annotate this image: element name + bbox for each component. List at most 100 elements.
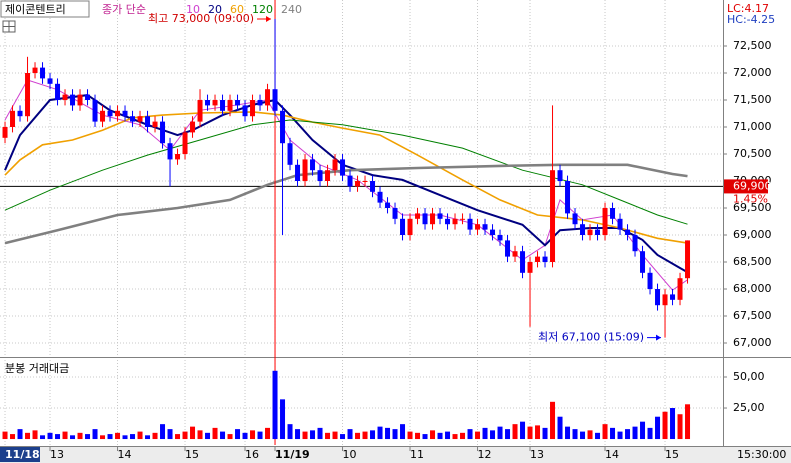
candle-body [100, 110, 106, 122]
candle-body [265, 89, 271, 106]
candle-body [250, 100, 256, 117]
candle-body [287, 143, 293, 165]
volume-bar [92, 429, 98, 440]
volume-bar [385, 427, 391, 440]
current-price-label: 69,900 [733, 179, 772, 192]
candle-body [407, 218, 413, 236]
moving-average-line [4, 119, 688, 225]
volume-bar [175, 434, 181, 440]
candle-body [212, 100, 218, 106]
volume-bar [565, 426, 571, 440]
candle-body [490, 229, 496, 236]
candle-body [332, 159, 338, 171]
candle-body [2, 127, 8, 138]
volume-bar [272, 370, 278, 440]
volume-bar [655, 416, 661, 440]
volume-bar [182, 431, 188, 440]
candle-body [512, 251, 518, 257]
volume-bar [317, 427, 323, 440]
volume-bar [542, 427, 548, 440]
volume-bar [197, 430, 203, 440]
volume-bar [437, 432, 443, 440]
current-price-box [724, 179, 768, 194]
volume-bar [295, 429, 301, 440]
candle-body [497, 235, 503, 241]
volume-bar [347, 429, 353, 440]
volume-bar [677, 414, 683, 440]
legend-entry: 60 [230, 3, 244, 16]
volume-bar [85, 434, 91, 440]
time-label: 15:30:00 [737, 448, 786, 461]
candle-body [625, 229, 631, 236]
y-tick-label: 69,000 [733, 228, 772, 241]
candle-body [370, 181, 376, 192]
candle-body [85, 94, 91, 101]
candle-body [527, 262, 533, 273]
x-tick-label: 13 [530, 448, 544, 461]
volume-bar [475, 431, 481, 440]
candle-body [377, 191, 383, 203]
volume-bar [587, 430, 593, 440]
chart-title[interactable]: 제이콘텐트리 [5, 3, 66, 16]
candle-body [445, 218, 451, 225]
volume-bar [340, 434, 346, 440]
candle-body [160, 121, 166, 144]
y-tick-label: 68,500 [733, 255, 772, 268]
candle-body [617, 218, 623, 230]
candle-body [40, 67, 46, 79]
candle-body [602, 208, 608, 236]
candle-body [190, 121, 196, 133]
candle-body [482, 224, 488, 230]
y-tick-label: 67,500 [733, 309, 772, 322]
volume-bar [280, 399, 286, 440]
volume-bar [310, 430, 316, 440]
volume-bar [400, 424, 406, 440]
volume-bar [430, 430, 436, 440]
candle-body [310, 159, 316, 171]
candle-body [235, 100, 241, 106]
x-tick-label: 15 [665, 448, 679, 461]
candle-body [167, 143, 173, 160]
volume-bar [647, 427, 653, 440]
y-tick-label: 71,000 [733, 120, 772, 133]
candle-body [347, 175, 353, 187]
title-box[interactable] [0, 0, 90, 18]
volume-bar [257, 431, 263, 440]
volume-bar [467, 429, 473, 440]
volume-bar [32, 430, 38, 440]
candle-body [205, 100, 211, 106]
candle-body [655, 289, 661, 306]
candle-body [610, 208, 616, 219]
y-tick-label: 71,500 [733, 93, 772, 106]
y-tick-label: 72,000 [733, 66, 772, 79]
volume-bar [235, 429, 241, 440]
candle-body [632, 235, 638, 252]
volume-bar [55, 434, 61, 440]
volume-bar [362, 431, 368, 440]
candle-body [535, 256, 541, 263]
volume-bar [520, 421, 526, 440]
candle-body [422, 213, 428, 225]
volume-bar [100, 435, 106, 440]
volume-bar [220, 431, 226, 440]
volume-bar [377, 426, 383, 440]
change-label: 1.45% [733, 192, 768, 205]
volume-bar [62, 431, 68, 440]
indicator-label: 종가 단순 [102, 3, 146, 16]
candle-body [257, 100, 263, 106]
volume-bar [115, 432, 121, 440]
y-tick-label: 25,00 [733, 401, 765, 414]
volume-bar [415, 432, 421, 440]
candle-body [295, 164, 301, 182]
annotation-arrowhead [656, 334, 662, 341]
candle-body [595, 229, 601, 236]
candle-body [280, 110, 286, 144]
candle-body [62, 94, 68, 101]
volume-bar [355, 432, 361, 440]
candle-body [550, 170, 556, 263]
volume-bar [145, 435, 151, 440]
volume-bar [77, 432, 83, 440]
candle-body [565, 181, 571, 214]
